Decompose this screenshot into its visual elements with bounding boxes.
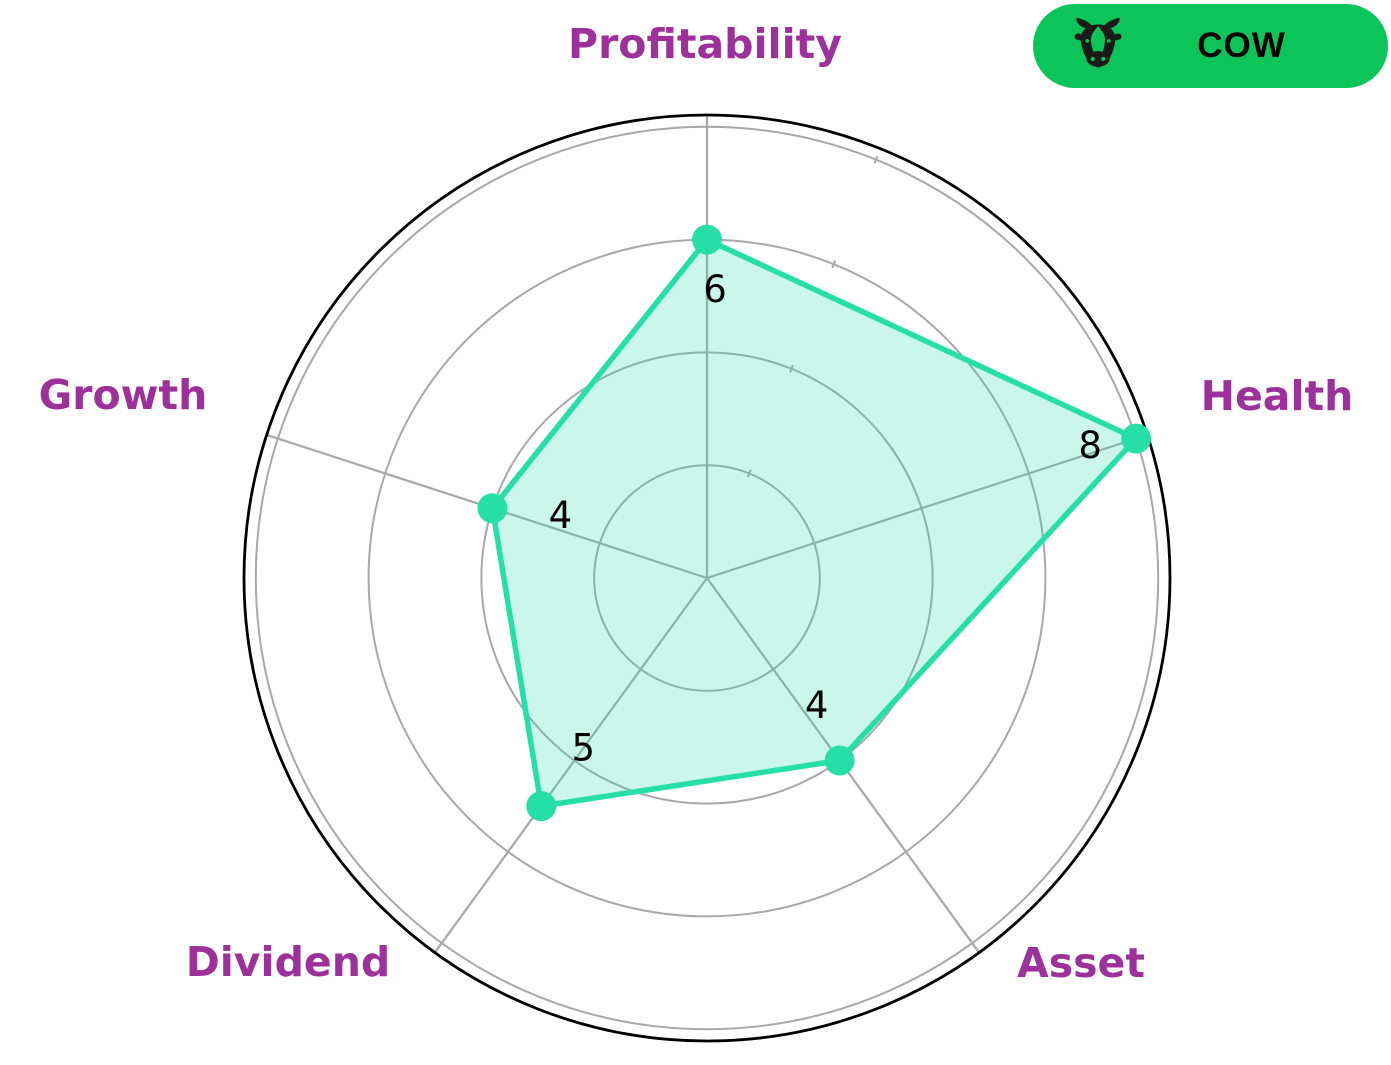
data-point-marker (824, 745, 855, 776)
axis-label-health: Health (1201, 372, 1354, 420)
data-point-marker (477, 493, 508, 524)
radar-series-area (489, 236, 1139, 809)
legend-badge-cow[interactable]: COW (1033, 4, 1388, 88)
value-label: 5 (571, 727, 595, 770)
data-value-labels: 6 8 4 5 4 (549, 268, 1102, 770)
axis-spoke (706, 433, 1148, 580)
radial-tick (831, 260, 837, 269)
data-point-marker (692, 224, 722, 255)
outer-circle (242, 113, 1172, 1043)
cow-icon (1067, 15, 1129, 77)
axis-label-profitability: Profitability (568, 20, 842, 68)
axis-label-dividend: Dividend (186, 938, 391, 986)
radial-tick (746, 469, 752, 478)
data-point-markers (477, 224, 1152, 822)
data-point-marker (526, 791, 557, 822)
radial-tick (873, 155, 879, 164)
axis-category-labels: Profitability Health Asset Dividend Grow… (39, 20, 1354, 987)
value-label: 4 (805, 684, 829, 727)
axis-label-growth: Growth (39, 371, 208, 419)
radial-tick (789, 364, 794, 373)
value-label: 6 (703, 268, 727, 311)
value-label: 4 (549, 494, 573, 537)
value-label: 8 (1078, 424, 1102, 467)
data-point-marker (1121, 423, 1152, 454)
badge-label: COW (1197, 26, 1286, 65)
radial-tick-marks (746, 155, 879, 478)
radar-area (489, 236, 1139, 809)
axis-label-asset: Asset (1017, 939, 1145, 987)
axis-spoke (433, 577, 708, 954)
